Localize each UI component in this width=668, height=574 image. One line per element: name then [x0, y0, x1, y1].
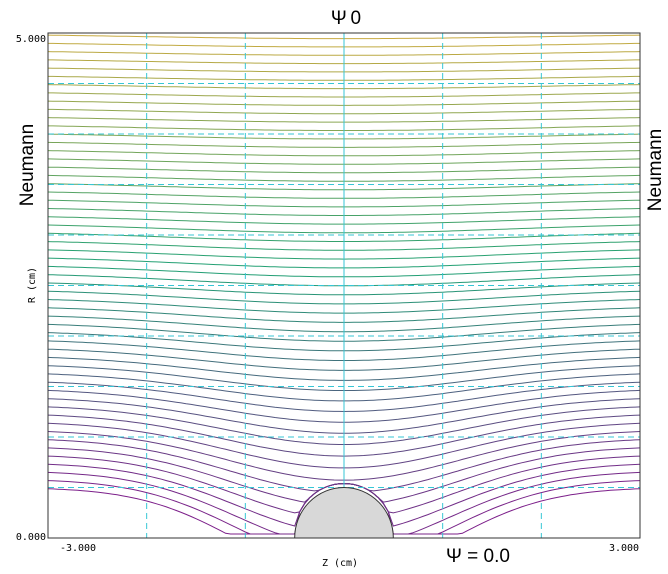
top-boundary-label: Ψ 0: [331, 8, 361, 29]
bottom-boundary-label: Ψ = 0.0: [446, 546, 510, 567]
x-tick-label-max: 3.000: [609, 543, 639, 554]
grid-lines: [48, 33, 640, 538]
y-tick-label-max: 5.000: [16, 34, 46, 45]
y-axis-label: R (cm): [27, 267, 38, 303]
hemisphere-electrode: [294, 487, 394, 539]
plot-frame: [47, 32, 641, 539]
right-boundary-label: Neumann: [645, 129, 666, 211]
y-tick-label-min: 0.000: [16, 532, 46, 543]
left-boundary-label: Neumann: [17, 124, 38, 206]
x-axis-label: Z (cm): [322, 558, 358, 569]
x-tick-label-min: -3.000: [60, 543, 96, 554]
